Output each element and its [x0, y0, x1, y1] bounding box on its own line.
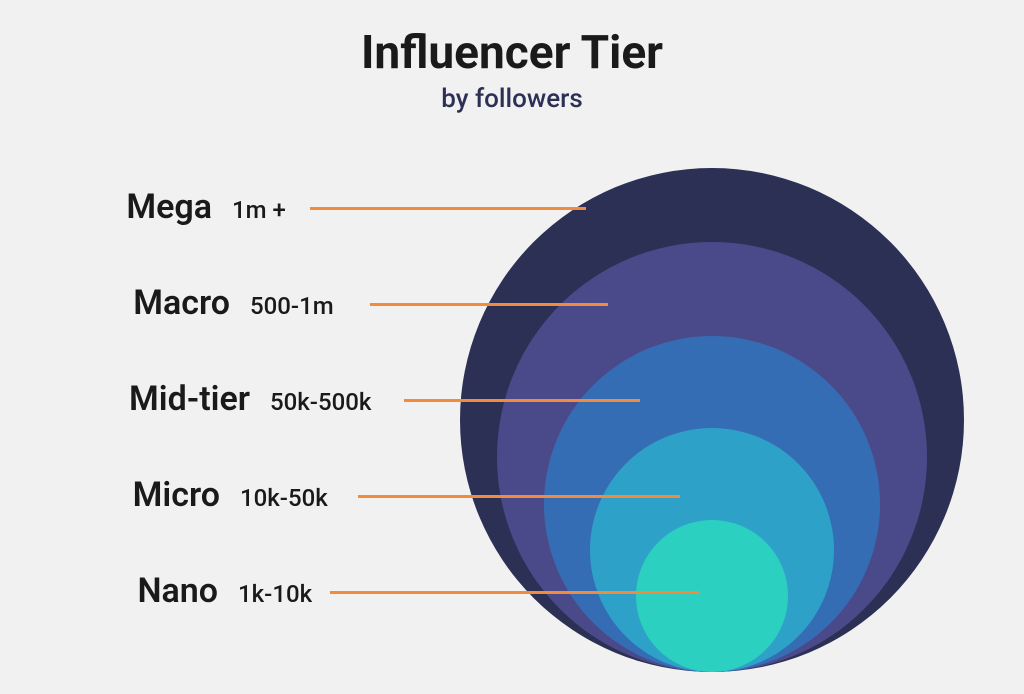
chart-subtitle: by followers — [0, 84, 1024, 114]
tier-range-mid-tier: 50k-500k — [270, 388, 371, 416]
tier-connector-nano — [330, 591, 700, 594]
tier-connector-macro — [370, 303, 608, 306]
tier-label-mid-tier: Mid-tier — [0, 379, 250, 419]
tier-circle-nano — [636, 520, 788, 672]
tier-range-macro: 500-1m — [250, 292, 334, 320]
tier-label-nano: Nano — [0, 571, 218, 611]
tier-range-mega: 1m + — [232, 196, 286, 224]
tier-label-mega: Mega — [0, 187, 212, 227]
tier-label-macro: Macro — [0, 283, 230, 323]
tier-connector-mid-tier — [404, 399, 640, 402]
tier-label-micro: Micro — [0, 475, 220, 515]
chart-title: Influencer Tier — [0, 26, 1024, 80]
tier-connector-micro — [358, 495, 680, 498]
tier-range-nano: 1k-10k — [238, 580, 312, 608]
tier-range-micro: 10k-50k — [240, 484, 328, 512]
tier-connector-mega — [310, 207, 586, 210]
